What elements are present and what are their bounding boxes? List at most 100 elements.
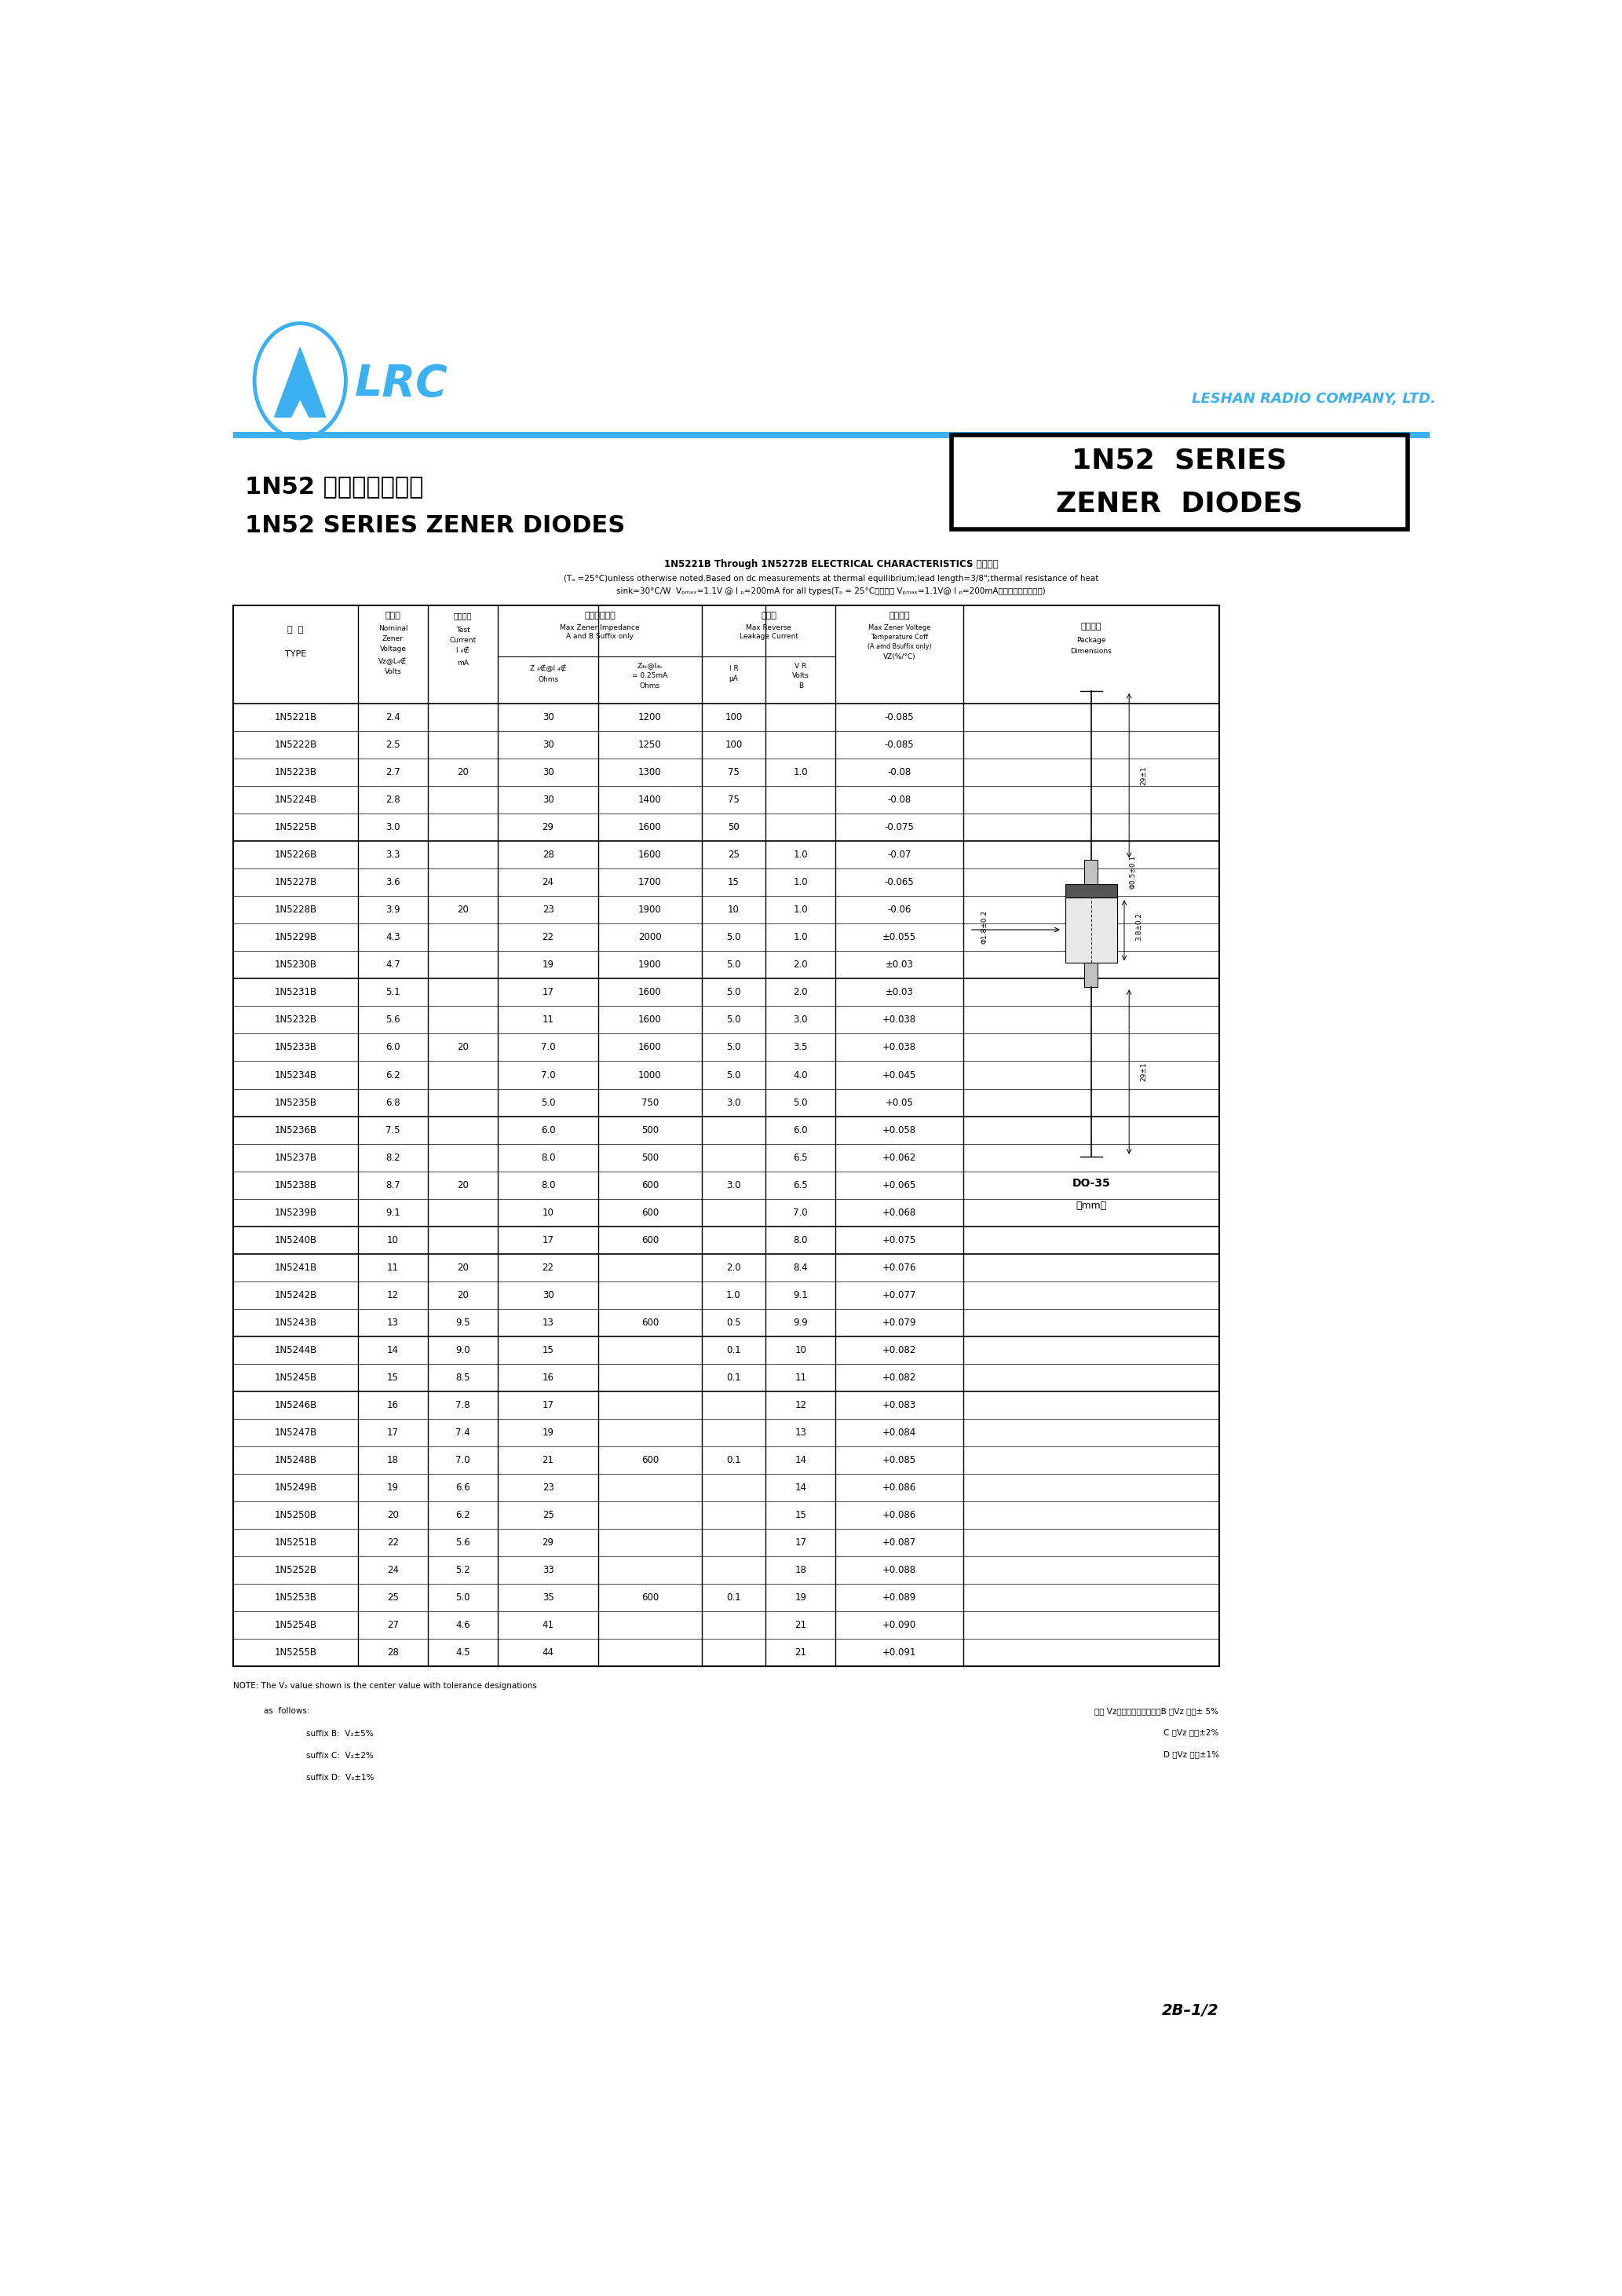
- Text: 600: 600: [641, 1593, 659, 1603]
- Text: (A amd Bsuffix only): (A amd Bsuffix only): [868, 643, 931, 650]
- Text: 1N5224B: 1N5224B: [274, 794, 316, 806]
- Text: 21: 21: [795, 1621, 806, 1630]
- Text: 18: 18: [388, 1456, 399, 1465]
- Text: 4.7: 4.7: [386, 960, 401, 969]
- Text: 1.0: 1.0: [793, 850, 808, 861]
- Text: 6.2: 6.2: [456, 1511, 470, 1520]
- Text: 100: 100: [725, 739, 743, 751]
- Text: Z₄ₖ@I₄ₖ: Z₄ₖ@I₄ₖ: [637, 661, 663, 668]
- Text: 1N5237B: 1N5237B: [274, 1153, 316, 1162]
- Text: 20: 20: [457, 1263, 469, 1272]
- Text: 1N5240B: 1N5240B: [274, 1235, 316, 1244]
- Text: 7.5: 7.5: [386, 1125, 401, 1134]
- Text: 35: 35: [542, 1593, 553, 1603]
- Text: +0.086: +0.086: [882, 1511, 916, 1520]
- Text: 1N5228B: 1N5228B: [274, 905, 316, 916]
- Text: （mm）: （mm）: [1075, 1201, 1106, 1210]
- Text: 3.8±0.2: 3.8±0.2: [1135, 912, 1142, 941]
- Text: 1400: 1400: [639, 794, 662, 806]
- Text: 8.5: 8.5: [456, 1373, 470, 1382]
- Text: 0.1: 0.1: [727, 1373, 741, 1382]
- Text: +0.068: +0.068: [882, 1208, 916, 1217]
- Text: 7.0: 7.0: [793, 1208, 808, 1217]
- Text: 50: 50: [728, 822, 740, 833]
- Text: 11: 11: [542, 1015, 555, 1024]
- Text: LRC: LRC: [355, 363, 448, 404]
- Text: 19: 19: [388, 1483, 399, 1492]
- Text: 16: 16: [542, 1373, 555, 1382]
- Text: 1N5241B: 1N5241B: [274, 1263, 316, 1272]
- Text: 750: 750: [641, 1097, 659, 1107]
- Text: +0.087: +0.087: [882, 1538, 916, 1548]
- Text: +0.088: +0.088: [882, 1566, 916, 1575]
- Text: 17: 17: [542, 1401, 555, 1410]
- Text: 6.6: 6.6: [456, 1483, 470, 1492]
- Text: Max Zener Impedance: Max Zener Impedance: [560, 625, 639, 631]
- Text: 6.0: 6.0: [793, 1125, 808, 1134]
- Text: 5.0: 5.0: [727, 932, 741, 944]
- Text: +0.062: +0.062: [882, 1153, 916, 1162]
- Text: 600: 600: [641, 1208, 659, 1217]
- Text: 30: 30: [542, 767, 553, 778]
- Text: 8.0: 8.0: [793, 1235, 808, 1244]
- Text: 漏电流: 漏电流: [761, 613, 777, 620]
- Text: Ohms: Ohms: [539, 675, 558, 684]
- Text: 16: 16: [388, 1401, 399, 1410]
- Text: 9.1: 9.1: [793, 1290, 808, 1300]
- Text: 3.6: 3.6: [386, 877, 401, 889]
- Text: 5.0: 5.0: [727, 960, 741, 969]
- Bar: [1066, 884, 1118, 898]
- Text: 4.0: 4.0: [793, 1070, 808, 1079]
- Text: B: B: [798, 682, 803, 689]
- Text: 10: 10: [795, 1345, 806, 1355]
- Text: Current: Current: [449, 636, 477, 643]
- Text: 17: 17: [542, 1235, 555, 1244]
- Text: 2.0: 2.0: [793, 960, 808, 969]
- Text: 30: 30: [542, 739, 553, 751]
- Text: 5.6: 5.6: [456, 1538, 470, 1548]
- Text: 1000: 1000: [639, 1070, 662, 1079]
- Text: 18: 18: [795, 1566, 806, 1575]
- Text: 13: 13: [388, 1318, 399, 1327]
- Text: 1N5221B: 1N5221B: [274, 712, 316, 723]
- Text: 温度系数: 温度系数: [889, 613, 910, 620]
- Text: +0.038: +0.038: [882, 1015, 916, 1024]
- Text: 1N5236B: 1N5236B: [274, 1125, 316, 1134]
- Text: 1600: 1600: [639, 1042, 662, 1052]
- Text: 1N52 系列稳压二极管: 1N52 系列稳压二极管: [245, 475, 423, 498]
- Text: 1N5247B: 1N5247B: [274, 1428, 316, 1437]
- Text: suffix D:  V₂±1%: suffix D: V₂±1%: [307, 1773, 375, 1782]
- Text: 6.0: 6.0: [540, 1125, 555, 1134]
- Text: +0.086: +0.086: [882, 1483, 916, 1492]
- Text: 注： Vz为稳压小心値，其中B 型Vz 容差± 5%: 注： Vz为稳压小心値，其中B 型Vz 容差± 5%: [1095, 1706, 1218, 1715]
- Text: 9.5: 9.5: [456, 1318, 470, 1327]
- Text: 2.8: 2.8: [386, 794, 401, 806]
- PathPatch shape: [274, 347, 326, 418]
- Text: 15: 15: [795, 1511, 806, 1520]
- Text: 17: 17: [388, 1428, 399, 1437]
- Text: 1700: 1700: [639, 877, 662, 889]
- Text: 3.0: 3.0: [793, 1015, 808, 1024]
- Text: 1.0: 1.0: [727, 1290, 741, 1300]
- Text: +0.038: +0.038: [882, 1042, 916, 1052]
- Text: suffix B:  V₂±5%: suffix B: V₂±5%: [307, 1729, 373, 1738]
- Text: 24: 24: [388, 1566, 399, 1575]
- Text: +0.090: +0.090: [882, 1621, 916, 1630]
- Text: 3.3: 3.3: [386, 850, 401, 861]
- Text: -0.07: -0.07: [887, 850, 912, 861]
- Text: 1N5252B: 1N5252B: [274, 1566, 316, 1575]
- Text: +0.089: +0.089: [882, 1593, 916, 1603]
- Text: Φ0.5±0.1: Φ0.5±0.1: [1129, 856, 1135, 889]
- Text: 1N5251B: 1N5251B: [274, 1538, 316, 1548]
- Text: 27: 27: [388, 1621, 399, 1630]
- Text: 5.6: 5.6: [386, 1015, 401, 1024]
- Text: 9.0: 9.0: [456, 1345, 470, 1355]
- Text: Temperature Coff: Temperature Coff: [871, 634, 928, 641]
- Text: -0.06: -0.06: [887, 905, 912, 916]
- Text: 7.8: 7.8: [456, 1401, 470, 1410]
- Text: 12: 12: [795, 1401, 806, 1410]
- Text: 14: 14: [795, 1456, 806, 1465]
- Text: 1N5226B: 1N5226B: [274, 850, 316, 861]
- Text: 1N52  SERIES: 1N52 SERIES: [1072, 448, 1286, 473]
- Text: +0.076: +0.076: [882, 1263, 916, 1272]
